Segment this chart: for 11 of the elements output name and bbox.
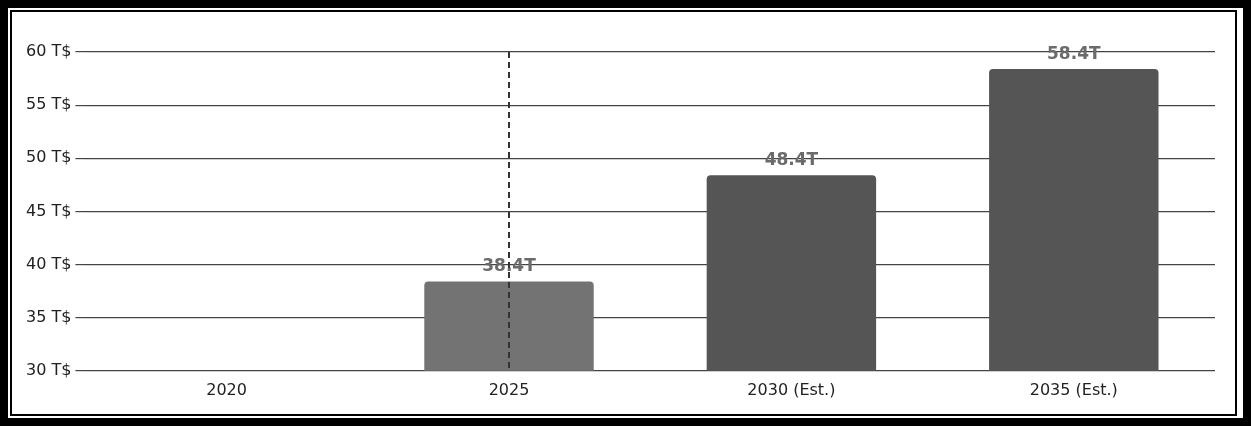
- y-tick-label: 55 T$: [25, 94, 72, 114]
- x-tick-label: 2020: [206, 379, 247, 399]
- x-tick-label: 2030 (Est.): [747, 379, 836, 399]
- y-tick-label: 45 T$: [25, 200, 72, 220]
- x-tick-label: 2035 (Est.): [1029, 379, 1118, 399]
- x-tick-label: 2025: [488, 379, 530, 399]
- y-tick-label: 50 T$: [25, 147, 72, 167]
- y-tick-label: 35 T$: [25, 306, 72, 326]
- y-tick-label: 30 T$: [25, 359, 72, 379]
- y-tick-label: 40 T$: [25, 253, 72, 273]
- y-tick-label: 60 T$: [25, 41, 72, 61]
